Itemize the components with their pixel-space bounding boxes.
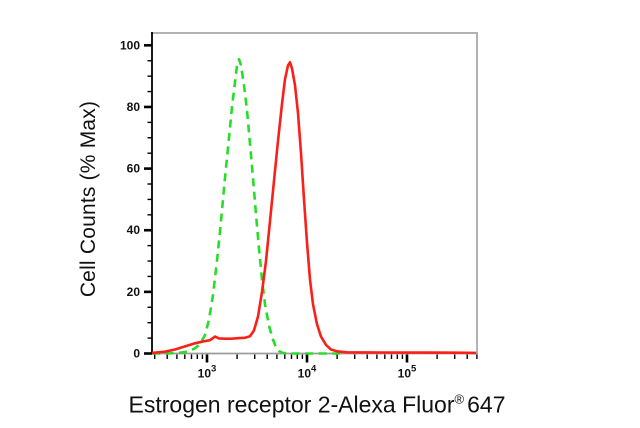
y-tick-label: 100	[120, 38, 140, 52]
series-negative-control	[152, 57, 342, 355]
y-tick-label: 60	[127, 162, 141, 176]
y-tick-label: 40	[127, 223, 141, 237]
x-axis-title: Estrogen receptor 2-Alexa Fluor® 647	[129, 392, 506, 419]
y-tick-label: 20	[127, 285, 141, 299]
x-tick-label: 105	[398, 364, 417, 381]
x-tick-label: 104	[298, 364, 317, 381]
x-axis-title-text: Estrogen receptor 2-Alexa Fluor	[128, 391, 455, 418]
y-tick-label: 80	[127, 100, 141, 114]
y-axis-title: Cell Counts (% Max)	[77, 100, 100, 298]
x-tick-label: 103	[198, 364, 217, 381]
x-axis-title-number: 647	[467, 391, 506, 418]
series-estrogen-receptor-2	[151, 61, 477, 355]
y-tick-label: 0	[133, 347, 140, 361]
registered-trademark-symbol: ®	[454, 391, 465, 407]
